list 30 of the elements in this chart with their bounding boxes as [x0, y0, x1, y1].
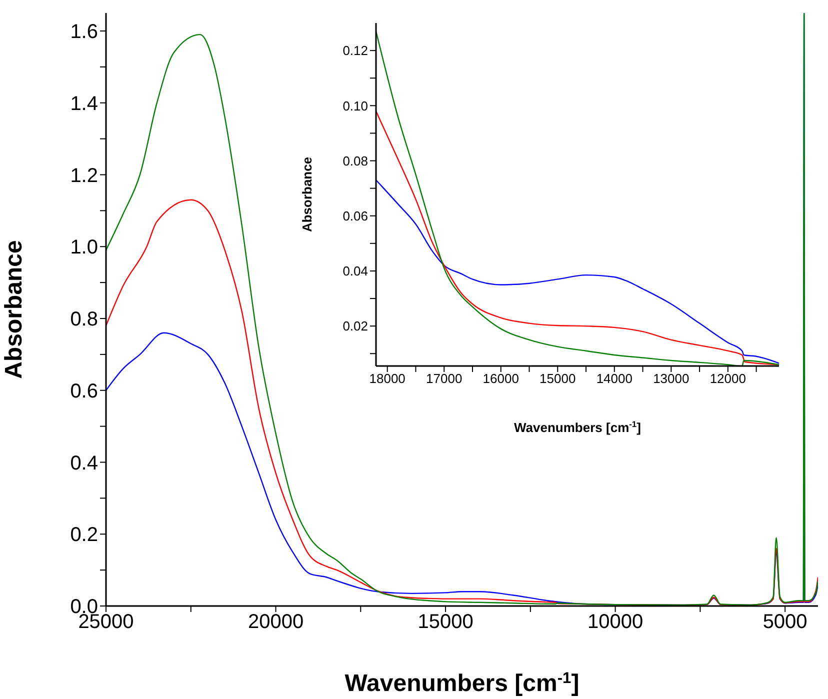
- x-tick-label: 5000: [762, 611, 808, 634]
- y-axis-title: Absorbance: [0, 240, 28, 379]
- y-tick-label: 0.10: [342, 98, 368, 114]
- x-tick-label: 14000: [596, 371, 632, 386]
- y-tick-label: 0.8: [70, 308, 98, 331]
- y-tick-label: 1.2: [70, 164, 98, 187]
- y-tick-label: 0.06: [342, 208, 368, 224]
- y-tick-label: 0.12: [342, 43, 368, 58]
- y-tick-label: 0.6: [70, 380, 98, 402]
- x-tick-label: 15000: [540, 371, 576, 386]
- y-tick-label: 1.6: [70, 21, 98, 44]
- y-tick-label: 0.2: [70, 524, 98, 546]
- x-tick-label: 10000: [587, 611, 644, 634]
- y-tick-label: 1.4: [70, 92, 98, 115]
- x-tick-label: 13000: [653, 371, 690, 386]
- x-tick-label: 15000: [418, 611, 474, 634]
- x-tick-label: 16000: [482, 371, 519, 386]
- y-tick-label: 0.08: [342, 153, 368, 168]
- x-tick-label: 20000: [248, 611, 304, 634]
- x-tick-label: 18000: [369, 371, 406, 386]
- y-tick-label: 0.04: [342, 264, 368, 279]
- y-tick-label: 0.4: [70, 452, 98, 474]
- y-axis-title: Absorbance: [300, 156, 315, 232]
- y-tick-label: 1.0: [70, 236, 98, 259]
- x-axis-title: Wavenumbers [cm$^{-1}$]: [514, 419, 641, 435]
- line-series: [376, 179, 779, 364]
- x-tick-label: 17000: [426, 371, 462, 386]
- x-axis-title: Wavenumbers [cm$^{-1}$]: [344, 670, 580, 697]
- y-tick-label: 0.02: [342, 318, 368, 334]
- x-tick-label: 12000: [710, 371, 746, 386]
